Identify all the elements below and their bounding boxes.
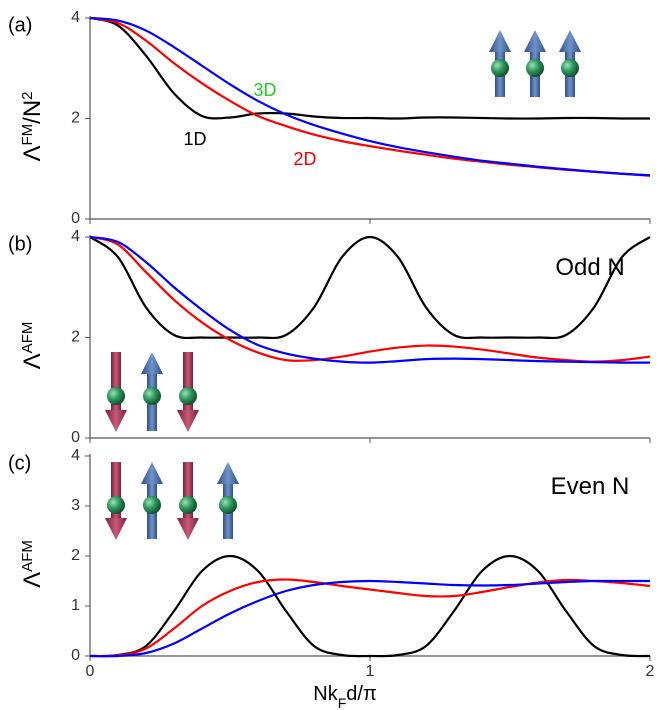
data-line [89,16,651,177]
arrow-shaft [183,462,193,519]
y-tick-label: 4 [71,228,80,245]
y-tick-label: 0 [71,647,80,664]
y-tick-label: 0 [71,210,80,227]
series-label: 2D [293,149,316,169]
x-tick-label: 1 [366,663,375,680]
axis-label-part: Λ [19,572,46,588]
data-line [89,554,651,658]
spin-arrow [524,30,546,97]
spin-arrow [177,352,199,432]
y-tick-label: 4 [71,9,80,26]
y-tick-label: 2 [71,110,80,127]
series-label: 1D [183,129,206,149]
arrow-head [559,30,581,52]
arrow-head [177,518,199,540]
axis-label-part: Λ [19,353,46,369]
spin-arrow [105,462,127,540]
arrow-head [217,462,239,484]
axis-label-part: F [338,695,347,710]
axis-label-part: Λ [19,145,46,161]
y-tick-label: 2 [71,547,80,564]
panel-label: (b) [8,233,32,255]
axis-label: ΛAFM [19,540,47,588]
y-tick-label: 3 [71,497,80,514]
arrow-head [141,462,163,484]
x-tick-label: 0 [86,663,95,680]
arrow-head [105,410,127,432]
spin-ball [107,387,125,405]
arrow-head [105,518,127,540]
data-line [89,16,651,120]
data-line [89,578,651,658]
spin-arrow [559,30,581,97]
y-tick-label: 2 [71,329,80,346]
y-tick-label: 0 [71,429,80,446]
axis-label: NkFd/π [313,683,377,710]
axis-label-part: d/π [346,683,376,705]
axis-label-part: 2 [19,91,36,99]
axis-label: ΛAFM [19,322,47,370]
spin-ball [143,496,161,514]
y-tick-label: 4 [71,447,80,464]
spin-ball [143,387,161,405]
y-tick-label: 1 [71,597,80,614]
spin-arrow [217,462,239,539]
spin-ball [491,59,509,77]
arrow-head [524,30,546,52]
arrow-shaft [183,352,193,411]
arrow-head [177,410,199,432]
spin-arrow [141,462,163,539]
annotation: Odd N [555,254,624,281]
arrow-head [141,352,163,374]
arrow-shaft [111,352,121,411]
data-line [89,235,651,363]
panel-label: (c) [8,452,31,474]
data-line [89,235,651,340]
spin-ball [219,496,237,514]
spin-ball [179,387,197,405]
axis-label-part: AFM [19,322,36,354]
axis-label: ΛFM/N2 [19,91,47,161]
spin-ball [526,59,544,77]
data-line [89,235,651,364]
axis-label-part: FM [19,124,36,146]
axis-label-part: Nk [313,683,338,705]
spin-ball [179,496,197,514]
spin-arrow [105,352,127,432]
arrow-shaft [111,462,121,519]
spin-arrow [177,462,199,540]
arrow-head [489,30,511,52]
x-tick-label: 2 [646,663,655,680]
annotation: Even N [551,473,630,500]
spin-ball [107,496,125,514]
spin-arrow [489,30,511,97]
axis-label-part: /N [19,100,46,124]
spin-arrow [141,352,163,431]
series-label: 3D [253,80,276,100]
axis-label-part: AFM [19,540,36,572]
panel-label: (a) [8,14,32,36]
data-line [89,579,650,658]
spin-ball [561,59,579,77]
